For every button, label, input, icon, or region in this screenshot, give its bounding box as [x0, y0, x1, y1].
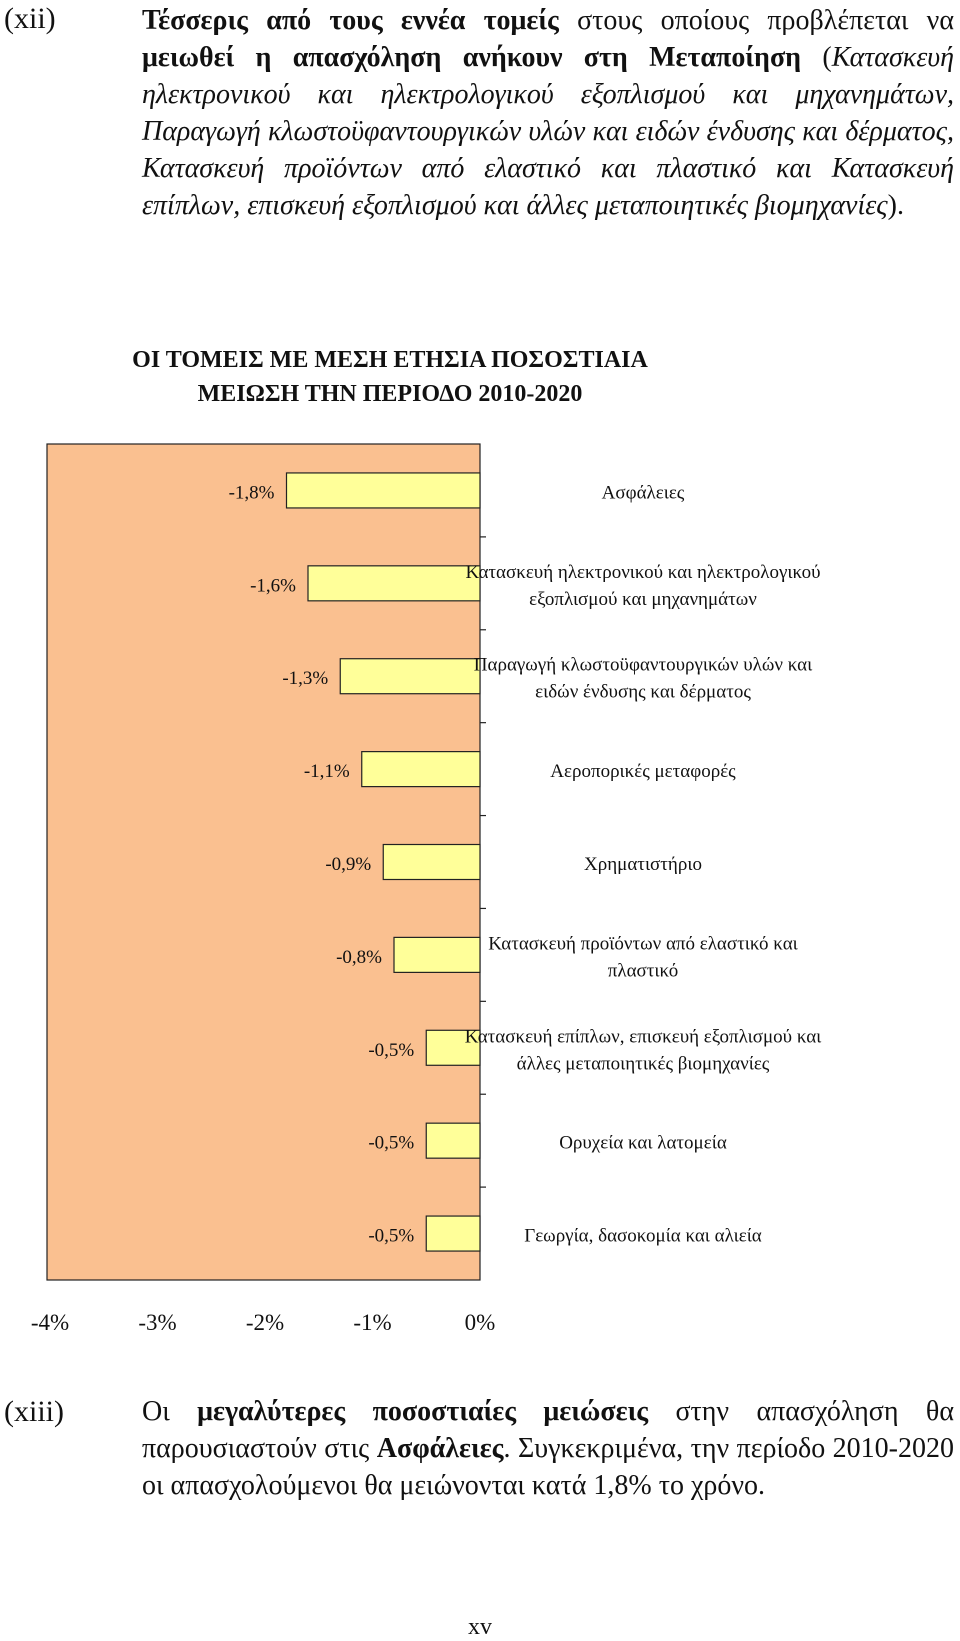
category-label: εξοπλισμού και μηχανημάτων [529, 589, 757, 610]
data-label: -1,6% [250, 575, 296, 596]
bar [425, 1122, 481, 1159]
bar [382, 843, 481, 881]
paragraph-xiii: Οι μεγαλύτερες ποσοστιαίες μειώσεις στην… [142, 1393, 954, 1504]
text: ( [801, 42, 832, 73]
data-label: -0,8% [336, 947, 382, 968]
text: . Συγκεκριμένα, την περίοδο 2010-2020 οι… [142, 1433, 954, 1501]
data-label: -1,1% [304, 761, 350, 782]
category-label: Παραγωγή κλωστοϋφαντουργικών υλών και [474, 655, 813, 676]
category-label: Ορυχεία και λατομεία [559, 1133, 727, 1154]
category-label: άλλες μεταποιητικές βιομηχανίες [517, 1053, 770, 1074]
x-tick-label: 0% [465, 1310, 496, 1335]
bar [425, 1215, 481, 1252]
bold-text: Τέσσερις από τους εννέα τομείς [142, 5, 559, 36]
bar [339, 658, 481, 695]
chart-title-line-1: ΟΙ ΤΟΜΕΙΣ ΜΕ ΜΕΣΗ ΕΤΗΣΙΑ ΠΟΣΟΣΤΙΑΙΑ [132, 347, 648, 373]
bar [285, 472, 481, 509]
x-tick-label: -3% [138, 1310, 176, 1335]
category-label: Κατασκευή προϊόντων από ελαστικό και [488, 933, 798, 954]
chart-title-line-2: ΜΕΙΩΣΗ ΤΗΝ ΠΕΡΙΟΔΟ 2010-2020 [197, 381, 583, 407]
chart-title: ΟΙ ΤΟΜΕΙΣ ΜΕ ΜΕΣΗ ΕΤΗΣΙΑ ΠΟΣΟΣΤΙΑΙΑ ΜΕΙΩ… [40, 343, 740, 411]
data-label: -1,3% [282, 668, 328, 689]
bar [425, 1029, 481, 1066]
category-label: πλαστικό [608, 960, 678, 981]
category-label: Κατασκευή ηλεκτρονικού και ηλεκτρολογικο… [465, 562, 820, 583]
data-label: -0,5% [368, 1133, 414, 1154]
data-label: -0,9% [325, 854, 371, 875]
text: στην απασχόληση θα παρουσιαστούν στις [142, 1396, 954, 1464]
category-label: Αεροπορικές μεταφορές [550, 761, 736, 782]
data-label: -0,5% [368, 1226, 414, 1247]
bold-text: μειωθεί η απασχόληση ανήκουν στη Μεταποί… [142, 42, 802, 73]
bold-text: Ασφάλειες [376, 1433, 504, 1464]
data-label: -0,5% [368, 1040, 414, 1061]
bold-text: μεγαλύτερες ποσοστιαίες μειώσεις [197, 1396, 649, 1427]
data-label: -1,8% [229, 482, 275, 503]
text: Οι [142, 1396, 198, 1427]
paragraph-number-xiii: (xiii) [4, 1395, 64, 1428]
x-tick-label: -4% [31, 1310, 69, 1335]
category-label: Χρηματιστήριο [584, 854, 702, 875]
bar [393, 936, 481, 973]
page-number: xv [468, 1614, 492, 1640]
italic-text: Κατασκευή ηλεκτρονικού και ηλεκτρολογικο… [142, 42, 955, 221]
bar [361, 751, 481, 788]
paragraph-number-xii: (xii) [4, 2, 56, 35]
x-tick-label: -2% [246, 1310, 284, 1335]
text: ). [887, 190, 904, 221]
paragraph-xii: Τέσσερις από τους εννέα τομείς στους οπο… [142, 2, 954, 224]
x-tick-label: -1% [353, 1310, 391, 1335]
category-label: Ασφάλειες [602, 482, 685, 503]
text: στους οποίους προβλέπεται να [558, 5, 954, 36]
bar [307, 565, 481, 602]
category-label: ειδών ένδυσης και δέρματος [535, 682, 751, 703]
category-label: Γεωργία, δασοκομία και αλιεία [524, 1226, 762, 1247]
category-label: Κατασκευή επίπλων, επισκευή εξοπλισμού κ… [465, 1026, 822, 1047]
